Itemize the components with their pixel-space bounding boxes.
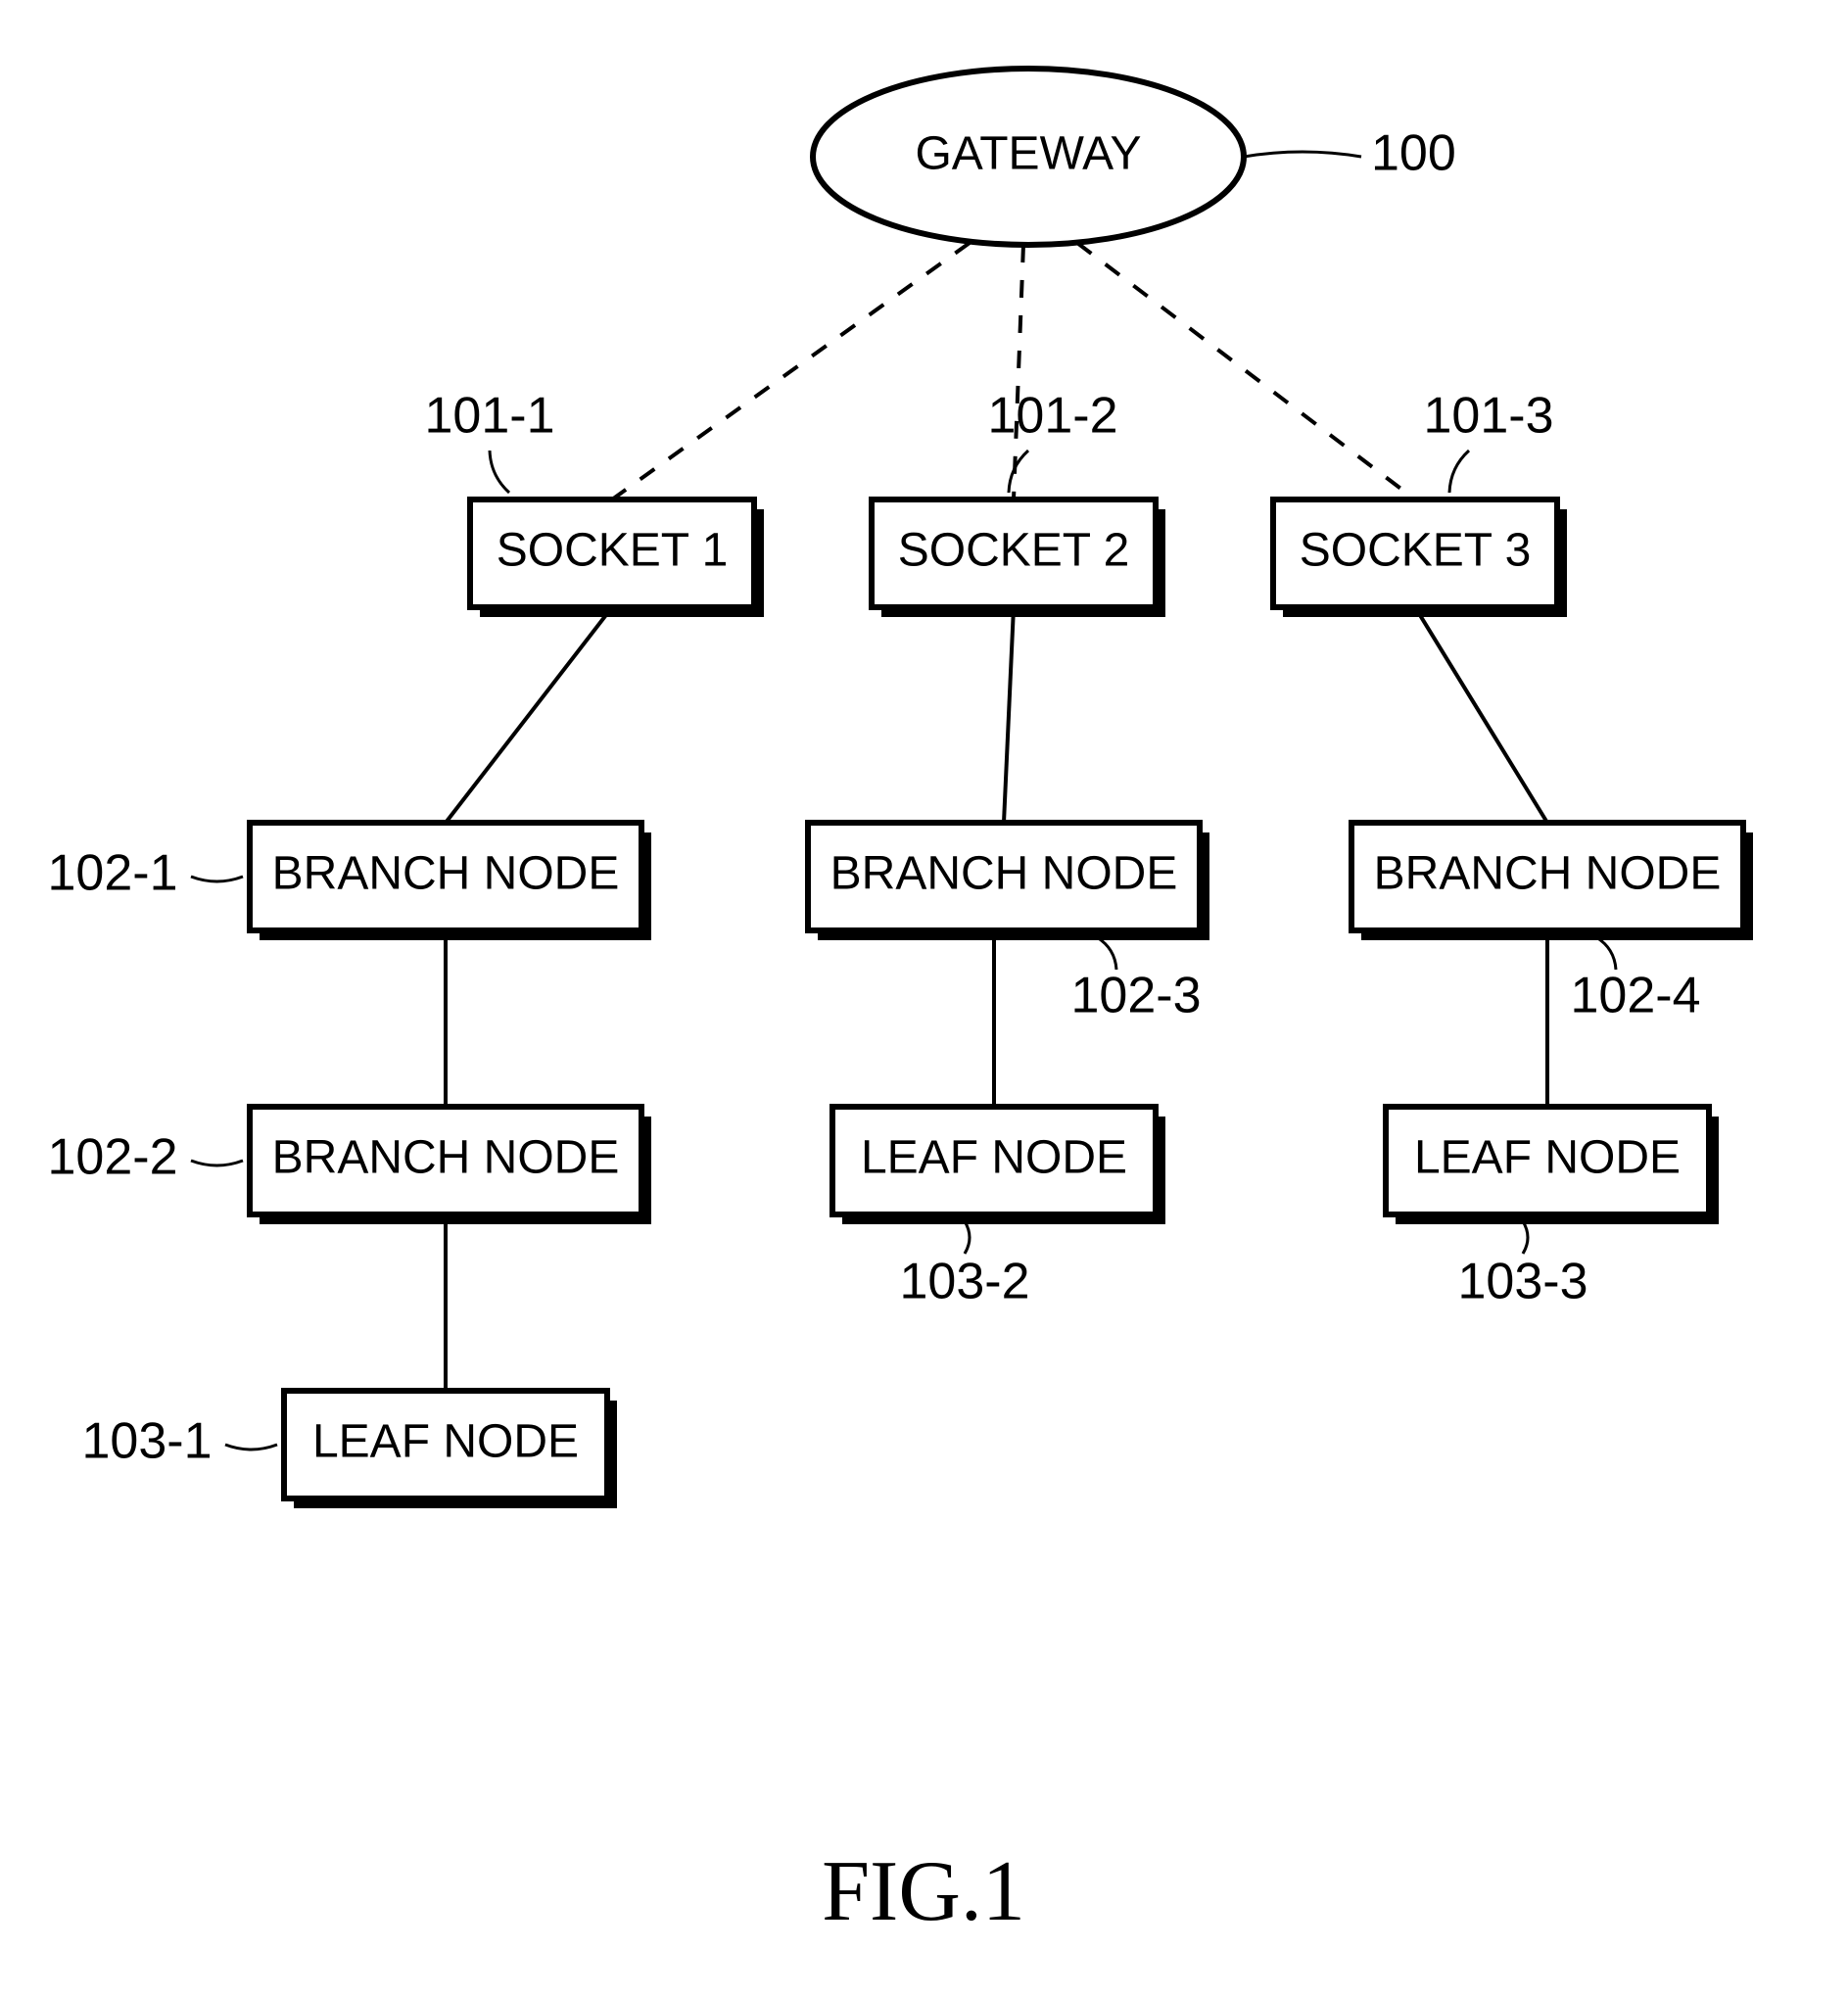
ref-103-3-leader: [1523, 1221, 1528, 1254]
ref-101-1-text: 101-1: [425, 388, 555, 445]
node-branch2: BRANCH NODE: [250, 1107, 651, 1224]
figure-caption: FIG.1: [822, 1844, 1025, 1939]
ref-103-1-leader: [225, 1445, 277, 1450]
edge-socket1-branch1: [446, 607, 612, 823]
node-branch3-label: BRANCH NODE: [830, 848, 1178, 900]
ref-102-2: 102-2: [48, 1129, 244, 1186]
ref-102-1: 102-1: [48, 845, 244, 902]
ref-101-2-leader: [1009, 451, 1028, 493]
ref-103-3: 103-3: [1458, 1221, 1588, 1310]
network-tree-diagram: GATEWAY SOCKET 1 SOCKET 2 SOCKET 3 BRANCH NO…: [0, 0, 1848, 1997]
node-socket3-label: SOCKET 3: [1300, 525, 1532, 577]
node-socket1: SOCKET 1: [470, 499, 764, 617]
ref-102-3-text: 102-3: [1071, 968, 1202, 1024]
ref-100-text: 100: [1371, 125, 1456, 182]
node-gateway-label: GATEWAY: [915, 128, 1141, 180]
ref-101-1-leader: [490, 451, 509, 493]
node-leaf1-label: LEAF NODE: [312, 1416, 579, 1468]
node-leaf1: LEAF NODE: [284, 1391, 617, 1508]
ref-101-1: 101-1: [425, 388, 555, 493]
node-leaf3-label: LEAF NODE: [1414, 1132, 1681, 1184]
ref-103-2-text: 103-2: [900, 1254, 1030, 1310]
ref-101-2-text: 101-2: [988, 388, 1118, 445]
ref-101-3: 101-3: [1424, 388, 1554, 493]
ref-103-2-leader: [965, 1221, 970, 1254]
ref-102-3: 102-3: [1071, 937, 1202, 1024]
node-leaf3: LEAF NODE: [1386, 1107, 1719, 1224]
ref-102-1-text: 102-1: [48, 845, 178, 902]
reference-labels-layer: 100 101-1 101-2 101-3 102-1 102-2 103-1 102-3 10…: [48, 125, 1701, 1470]
ref-101-3-text: 101-3: [1424, 388, 1554, 445]
ref-102-2-text: 102-2: [48, 1129, 178, 1186]
edge-socket2-branch3: [1004, 607, 1014, 823]
edge-socket3-branch4: [1415, 607, 1547, 823]
node-branch4: BRANCH NODE: [1351, 823, 1753, 940]
ref-100-leader: [1244, 152, 1361, 157]
ref-102-1-leader: [191, 877, 243, 881]
node-gateway: GATEWAY: [813, 69, 1244, 245]
edge-gateway-socket1: [612, 243, 970, 499]
node-branch3: BRANCH NODE: [808, 823, 1209, 940]
node-leaf2: LEAF NODE: [832, 1107, 1165, 1224]
ref-102-4-text: 102-4: [1571, 968, 1701, 1024]
ref-103-2: 103-2: [900, 1221, 1030, 1310]
ref-102-2-leader: [191, 1161, 243, 1165]
ref-101-3-leader: [1449, 451, 1469, 493]
ref-102-4: 102-4: [1571, 937, 1701, 1024]
node-socket1-label: SOCKET 1: [497, 525, 729, 577]
ref-103-1: 103-1: [82, 1413, 278, 1470]
ref-100: 100: [1244, 125, 1456, 182]
edge-gateway-socket3: [1077, 243, 1415, 499]
node-socket2-label: SOCKET 2: [898, 525, 1130, 577]
ref-103-3-text: 103-3: [1458, 1254, 1588, 1310]
node-branch2-label: BRANCH NODE: [272, 1132, 620, 1184]
ref-102-3-leader: [1097, 937, 1116, 970]
node-socket3: SOCKET 3: [1273, 499, 1567, 617]
node-branch1: BRANCH NODE: [250, 823, 651, 940]
node-leaf2-label: LEAF NODE: [861, 1132, 1127, 1184]
ref-103-1-text: 103-1: [82, 1413, 213, 1470]
ref-102-4-leader: [1596, 937, 1616, 970]
ref-101-2: 101-2: [988, 388, 1118, 493]
node-branch1-label: BRANCH NODE: [272, 848, 620, 900]
node-branch4-label: BRANCH NODE: [1374, 848, 1722, 900]
node-socket2: SOCKET 2: [872, 499, 1165, 617]
